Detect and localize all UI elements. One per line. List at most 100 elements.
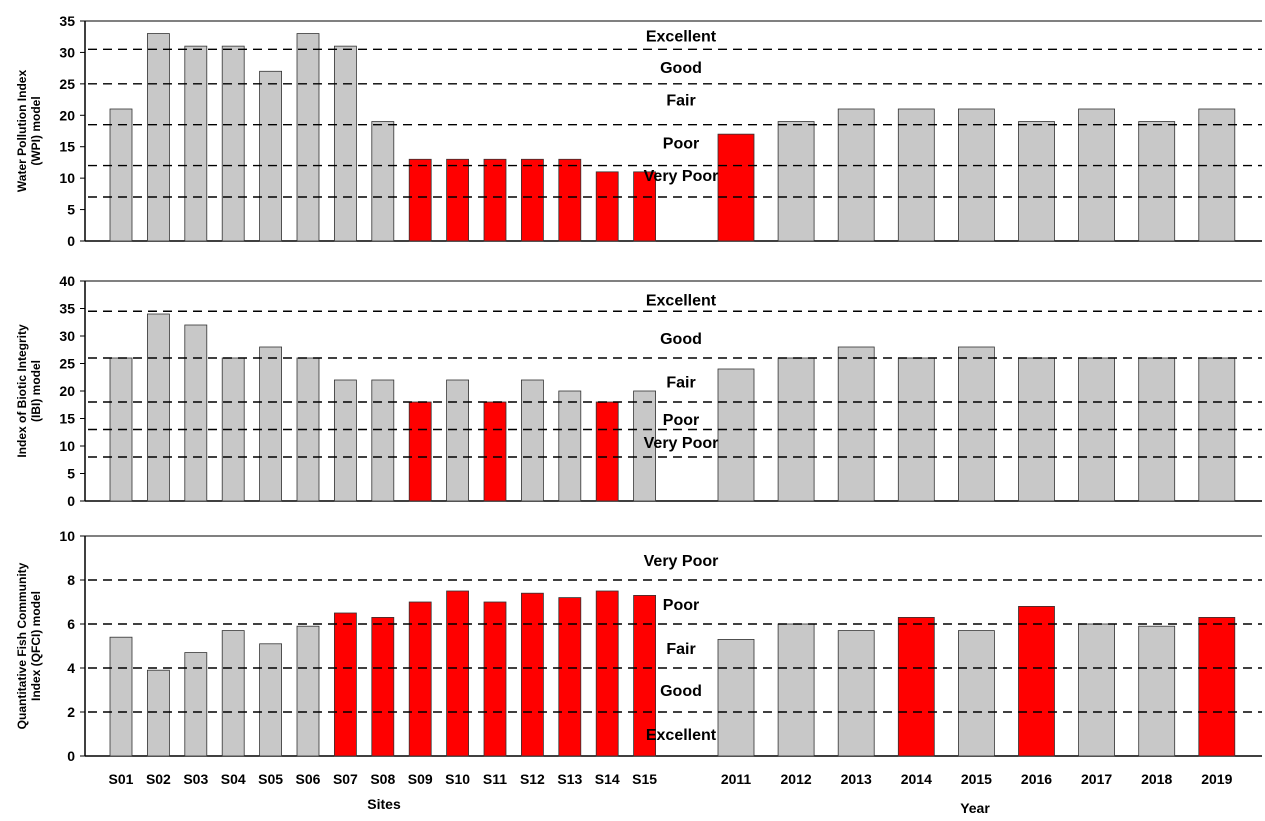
- bar-s13: [558, 597, 582, 757]
- bar-s01: [109, 108, 133, 242]
- y-axis-title: Quantitative Fish CommunityIndex (QFCI) …: [15, 562, 43, 729]
- y-tick-label: 25: [59, 76, 75, 92]
- bar-year-2012: [777, 623, 815, 757]
- y-axis-title-line: Index (QFCI) model: [29, 591, 43, 701]
- bar-year-2015: [958, 108, 995, 242]
- bar-s10: [446, 379, 470, 502]
- x-tick-label-site: S10: [445, 771, 470, 787]
- band-label-excellent: Excellent: [646, 28, 717, 45]
- x-tick-label-site: S03: [183, 771, 208, 787]
- bar-s05: [259, 643, 283, 757]
- x-tick-label-year: 2016: [1021, 771, 1052, 787]
- bar-s04: [221, 45, 245, 242]
- y-tick-label: 20: [59, 107, 75, 123]
- y-tick-label: 8: [67, 572, 75, 588]
- bar-s09: [408, 158, 432, 242]
- y-tick-label: 0: [67, 748, 75, 764]
- bar-s12: [521, 592, 544, 757]
- band-label-very-poor: Very Poor: [644, 553, 719, 570]
- y-tick-label: 20: [59, 383, 75, 399]
- bar-year-2017: [1078, 108, 1115, 242]
- bar-s07: [333, 612, 357, 757]
- x-tick-label-year: 2018: [1141, 771, 1172, 787]
- y-axis-title: Water Pollution Index(WPI) model: [15, 70, 43, 193]
- bar-s10: [446, 590, 470, 757]
- bar-s10: [446, 158, 470, 242]
- bar-year-2014: [897, 108, 935, 242]
- bar-s15: [633, 171, 656, 242]
- y-axis-title-line: Water Pollution Index: [15, 70, 29, 193]
- bar-s03: [184, 324, 208, 502]
- y-tick-label: 35: [59, 13, 75, 29]
- x-tick-label-site: S08: [370, 771, 395, 787]
- bar-s04: [221, 630, 245, 757]
- bar-s03: [184, 45, 208, 242]
- bar-s08: [371, 121, 395, 242]
- y-axis-title-line: (WPI) model: [29, 96, 43, 165]
- band-label-excellent: Excellent: [646, 293, 717, 310]
- x-tick-label-year: 2014: [901, 771, 932, 787]
- band-label-fair: Fair: [666, 641, 695, 658]
- y-tick-label: 10: [59, 528, 75, 544]
- y-tick-label: 4: [67, 660, 75, 676]
- bar-s01: [109, 636, 133, 757]
- bar-s07: [333, 379, 357, 502]
- bar-s13: [558, 390, 582, 502]
- bar-s07: [333, 45, 357, 242]
- bar-s03: [184, 652, 208, 757]
- band-label-good: Good: [660, 60, 702, 77]
- band-label-poor: Poor: [663, 412, 699, 429]
- bar-s08: [371, 617, 395, 757]
- y-tick-label: 15: [59, 139, 75, 155]
- x-tick-label-site: S14: [595, 771, 620, 787]
- y-tick-label: 15: [59, 411, 75, 427]
- bar-s11: [483, 601, 507, 757]
- bar-s14: [595, 590, 619, 757]
- x-tick-label-site: S13: [557, 771, 582, 787]
- x-axis-title-sites: Sites: [367, 796, 401, 812]
- bar-year-2019: [1198, 617, 1236, 757]
- x-tick-label-site: S02: [146, 771, 171, 787]
- x-tick-label-site: S04: [221, 771, 246, 787]
- y-tick-label: 30: [59, 328, 75, 344]
- x-tick-label-site: S05: [258, 771, 283, 787]
- band-label-good: Good: [660, 683, 702, 700]
- y-tick-label: 5: [67, 202, 75, 218]
- bar-year-2013: [837, 630, 875, 757]
- panel-3: 0 2 4 6 8 10 Quantitative Fish CommunityIndex …: [15, 528, 1262, 787]
- band-label-very-poor: Very Poor: [644, 168, 719, 185]
- band-label-fair: Fair: [666, 93, 695, 110]
- y-tick-label: 40: [59, 273, 75, 289]
- bar-year-2018: [1138, 121, 1176, 242]
- y-tick-label: 25: [59, 356, 75, 372]
- x-tick-label-site: S09: [408, 771, 433, 787]
- bar-s13: [558, 158, 582, 242]
- bar-s15: [633, 390, 656, 502]
- bar-year-2015: [958, 346, 995, 502]
- y-tick-label: 0: [67, 233, 75, 249]
- bar-year-2014: [897, 617, 935, 757]
- bar-s09: [408, 401, 432, 502]
- bar-s02: [146, 313, 170, 502]
- bar-s14: [595, 401, 619, 502]
- bar-year-2013: [837, 108, 875, 242]
- band-label-poor: Poor: [663, 135, 699, 152]
- band-label-fair: Fair: [666, 375, 695, 392]
- bar-year-2016: [1018, 606, 1055, 757]
- y-tick-label: 30: [59, 44, 75, 60]
- bar-s05: [259, 70, 283, 242]
- bar-year-2018: [1138, 625, 1176, 757]
- x-tick-label-year: 2011: [721, 771, 752, 787]
- panel-2: 0 5 10 15 20 25 30 35 40 Index of Biotic Integrit…: [15, 273, 1262, 509]
- bar-s06: [296, 33, 320, 242]
- band-label-very-poor: Very Poor: [644, 435, 719, 452]
- y-tick-label: 10: [59, 170, 75, 186]
- bar-s06: [296, 625, 320, 757]
- bar-year-2011: [717, 639, 755, 757]
- x-tick-label-site: S06: [296, 771, 321, 787]
- bar-year-2016: [1018, 121, 1055, 242]
- bar-year-2015: [958, 630, 995, 757]
- bar-s08: [371, 379, 395, 502]
